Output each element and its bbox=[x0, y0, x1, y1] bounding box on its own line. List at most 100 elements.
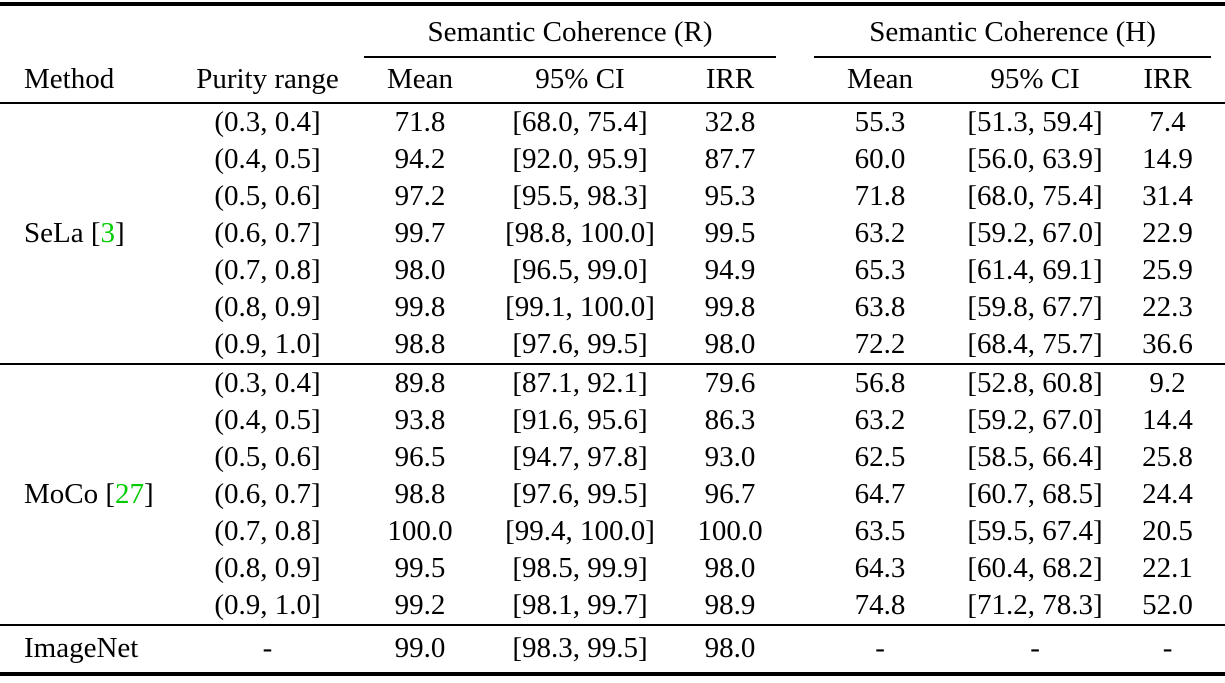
purity-cell: - bbox=[262, 632, 273, 665]
group-header-r: Semantic Coherence (R) bbox=[350, 4, 790, 58]
section-moco: MoCo [27] (0.3, 0.4] 89.8 [87.1, 92.1] 7… bbox=[0, 364, 1225, 625]
table-row: (0.5, 0.6] 97.2 [95.5, 98.3] 95.3 71.8 [… bbox=[0, 178, 1225, 215]
column-spacer bbox=[790, 103, 800, 141]
column-spacer bbox=[790, 326, 800, 364]
h-mean-cell: 56.8 bbox=[854, 366, 906, 399]
h-irr-cell: 25.9 bbox=[1142, 253, 1193, 286]
r-mean-cell: 98.8 bbox=[394, 327, 446, 360]
r-irr-cell: 96.7 bbox=[704, 477, 756, 510]
r-mean-cell: 99.5 bbox=[394, 551, 446, 584]
purity-cell: (0.5, 0.6] bbox=[214, 179, 321, 212]
h-mean-cell: 72.2 bbox=[854, 327, 906, 360]
table-row: (0.9, 1.0] 99.2 [98.1, 99.7] 98.9 74.8 [… bbox=[0, 587, 1225, 625]
r-mean-cell: 99.2 bbox=[394, 588, 446, 621]
r-irr-cell: 87.7 bbox=[704, 142, 756, 175]
r-irr-cell: 98.9 bbox=[704, 588, 756, 621]
h-irr-cell: 36.6 bbox=[1142, 327, 1193, 360]
table-row: (0.4, 0.5] 93.8 [91.6, 95.6] 86.3 63.2 [… bbox=[0, 402, 1225, 439]
table-row: (0.5, 0.6] 96.5 [94.7, 97.8] 93.0 62.5 [… bbox=[0, 439, 1225, 476]
r-ci-cell: [98.5, 99.9] bbox=[512, 551, 648, 584]
r-ci-cell: [99.1, 100.0] bbox=[505, 290, 655, 323]
h-mean-cell: 65.3 bbox=[854, 253, 906, 286]
table-row: (0.8, 0.9] 99.5 [98.5, 99.9] 98.0 64.3 [… bbox=[0, 550, 1225, 587]
h-mean-cell: 74.8 bbox=[854, 588, 906, 621]
r-ci-cell: [87.1, 92.1] bbox=[512, 366, 648, 399]
header-r-irr: IRR bbox=[670, 58, 791, 104]
r-irr-cell: 94.9 bbox=[704, 253, 756, 286]
purity-cell: (0.8, 0.9] bbox=[214, 290, 321, 323]
h-irr-cell: 9.2 bbox=[1149, 366, 1186, 399]
h-ci-cell: [59.2, 67.0] bbox=[967, 403, 1103, 436]
column-spacer bbox=[790, 141, 800, 178]
purity-cell: (0.6, 0.7] bbox=[214, 477, 321, 510]
h-mean-cell: 63.2 bbox=[854, 216, 906, 249]
h-irr-cell: - bbox=[1162, 632, 1173, 665]
column-header-row: Method Purity range Mean 95% CI IRR Mean… bbox=[0, 58, 1225, 104]
column-spacer bbox=[790, 587, 800, 625]
r-mean-cell: 99.8 bbox=[394, 290, 446, 323]
r-ci-cell: [98.1, 99.7] bbox=[512, 588, 648, 621]
h-mean-cell: 63.5 bbox=[854, 514, 906, 547]
group-header-row: Semantic Coherence (R) Semantic Coherenc… bbox=[0, 4, 1225, 58]
r-ci-cell: [91.6, 95.6] bbox=[512, 403, 648, 436]
table-row: MoCo [27] (0.3, 0.4] 89.8 [87.1, 92.1] 7… bbox=[0, 364, 1225, 510]
r-irr-cell: 98.0 bbox=[704, 327, 756, 360]
h-mean-cell: 63.8 bbox=[854, 290, 906, 323]
r-mean-cell: 99.0 bbox=[394, 632, 446, 665]
column-spacer bbox=[790, 513, 800, 550]
r-irr-cell: 99.5 bbox=[704, 216, 756, 249]
group-header-h: Semantic Coherence (H) bbox=[800, 4, 1225, 58]
purity-cell: (0.3, 0.4] bbox=[214, 366, 321, 399]
h-irr-cell: 7.4 bbox=[1149, 105, 1186, 138]
column-spacer bbox=[790, 550, 800, 587]
h-ci-cell: [59.2, 67.0] bbox=[967, 216, 1103, 249]
h-irr-cell: 14.4 bbox=[1142, 403, 1193, 436]
column-spacer bbox=[790, 625, 800, 674]
column-spacer bbox=[790, 289, 800, 326]
h-mean-cell: 63.2 bbox=[854, 403, 906, 436]
column-spacer bbox=[790, 439, 800, 476]
citation-link[interactable]: 27 bbox=[115, 477, 145, 510]
column-spacer bbox=[790, 58, 801, 104]
column-spacer bbox=[790, 252, 800, 289]
header-r-ci: 95% CI bbox=[490, 58, 670, 104]
group-title-r: Semantic Coherence (R) bbox=[364, 10, 777, 58]
r-irr-cell: 32.8 bbox=[704, 105, 756, 138]
method-name: SeLa [ bbox=[24, 216, 101, 249]
r-ci-cell: [99.4, 100.0] bbox=[505, 514, 655, 547]
method-name-suffix: ] bbox=[115, 216, 125, 249]
h-irr-cell: 20.5 bbox=[1142, 514, 1193, 547]
table-row: (0.6, 0.7] 98.8 [97.6, 99.5] 96.7 64.7 [… bbox=[0, 476, 1225, 513]
h-ci-cell: [52.8, 60.8] bbox=[967, 366, 1103, 399]
h-mean-cell: 71.8 bbox=[854, 179, 906, 212]
r-ci-cell: [98.8, 100.0] bbox=[505, 216, 655, 249]
purity-cell: (0.4, 0.5] bbox=[214, 142, 321, 175]
r-mean-cell: 94.2 bbox=[394, 142, 446, 175]
r-ci-cell: [68.0, 75.4] bbox=[512, 105, 648, 138]
column-spacer bbox=[790, 364, 800, 402]
h-irr-cell: 52.0 bbox=[1142, 588, 1193, 621]
r-mean-cell: 93.8 bbox=[394, 403, 446, 436]
purity-cell: (0.7, 0.8] bbox=[214, 253, 321, 286]
h-mean-cell: 64.7 bbox=[854, 477, 906, 510]
r-ci-cell: [97.6, 99.5] bbox=[512, 327, 648, 360]
h-ci-cell: [59.8, 67.7] bbox=[967, 290, 1103, 323]
header-purity-range: Purity range bbox=[185, 58, 350, 104]
r-ci-cell: [95.5, 98.3] bbox=[512, 179, 648, 212]
citation-link[interactable]: 3 bbox=[100, 216, 116, 249]
r-mean-cell: 89.8 bbox=[394, 366, 446, 399]
h-irr-cell: 22.3 bbox=[1142, 290, 1193, 323]
h-ci-cell: [56.0, 63.9] bbox=[967, 142, 1103, 175]
purity-cell: (0.4, 0.5] bbox=[214, 403, 321, 436]
table-row: (0.7, 0.8] 98.0 [96.5, 99.0] 94.9 65.3 [… bbox=[0, 252, 1225, 289]
h-mean-cell: 55.3 bbox=[854, 105, 906, 138]
section-sela: SeLa [3] (0.3, 0.4] 71.8 [68.0, 75.4] 32… bbox=[0, 103, 1225, 364]
column-spacer bbox=[790, 4, 800, 58]
purity-cell: (0.7, 0.8] bbox=[214, 514, 321, 547]
group-header-spacer bbox=[0, 4, 350, 58]
h-ci-cell: [60.4, 68.2] bbox=[967, 551, 1103, 584]
table-row: (0.9, 1.0] 98.8 [97.6, 99.5] 98.0 72.2 [… bbox=[0, 326, 1225, 364]
table-row: SeLa [3] (0.3, 0.4] 71.8 [68.0, 75.4] 32… bbox=[0, 103, 1225, 249]
h-irr-cell: 22.9 bbox=[1142, 216, 1193, 249]
